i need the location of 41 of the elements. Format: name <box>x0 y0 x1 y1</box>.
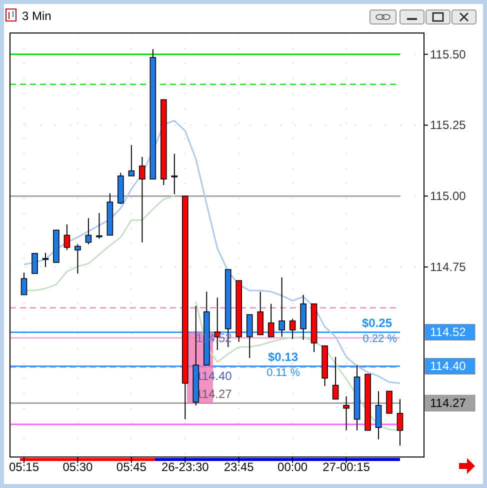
candlestick <box>32 252 38 274</box>
candlestick <box>42 252 49 268</box>
candlestick <box>20 272 28 296</box>
y-tick-label: 115.00 <box>430 189 466 204</box>
x-tick-label: 05:30 <box>62 460 94 474</box>
candlestick <box>289 318 296 340</box>
candlestick <box>74 244 81 274</box>
candlestick <box>268 303 274 338</box>
x-tick-label: 26-23:30 <box>161 460 210 474</box>
candlestick <box>257 291 264 336</box>
candlestick <box>332 356 339 400</box>
x-tick-label: 00:00 <box>278 460 308 474</box>
y-tick-label: 114.75 <box>430 260 466 274</box>
ref-line-label: 114.27 <box>430 396 466 410</box>
annotation: $0.25 <box>362 316 392 330</box>
x-tick-label: 27-00:15 <box>322 460 370 474</box>
chart-title: 3 Min <box>22 9 52 23</box>
x-tick-label: 05:45 <box>116 460 147 474</box>
candlestick <box>278 276 285 338</box>
candlestick <box>375 390 382 440</box>
candlestick <box>85 218 92 245</box>
annotation: 114.52 <box>196 331 232 346</box>
y-tick-label: 115.50 <box>430 47 466 62</box>
candlestick <box>64 224 70 250</box>
x-tick-label: 23:45 <box>224 460 254 474</box>
candlestick <box>139 156 146 243</box>
annotation: 0.22 % <box>362 333 398 346</box>
candlestick <box>128 144 135 176</box>
candlestick <box>396 398 404 446</box>
ref-line-label: 114.52 <box>430 325 466 340</box>
candlestick <box>96 212 102 240</box>
candlestick <box>343 396 350 431</box>
line-series <box>23 120 401 384</box>
x-tick-label: 05:15 <box>8 460 40 474</box>
annotation: 0.11 % <box>266 367 300 380</box>
ref-line-label: 114.40 <box>430 359 466 374</box>
candlestick <box>171 153 178 195</box>
candlestick <box>246 314 253 359</box>
y-tick-label: 115.25 <box>430 118 466 132</box>
annotation: $0.13 <box>268 350 298 364</box>
candlestick <box>386 390 392 414</box>
